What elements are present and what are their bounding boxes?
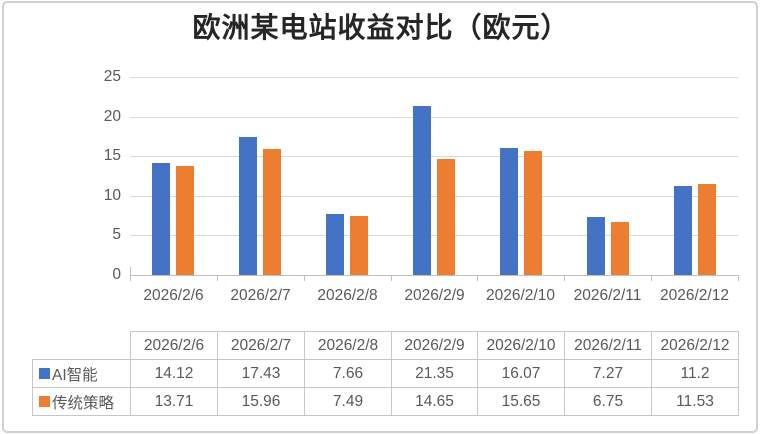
y-gridline <box>130 77 738 78</box>
table-value-cell: 11.53 <box>651 387 739 416</box>
legend-key-icon <box>39 368 50 379</box>
bar-series1 <box>152 163 170 275</box>
table-header-cell: 2026/2/9 <box>391 331 478 360</box>
x-axis-line <box>130 275 738 276</box>
table-value-cell: 21.35 <box>391 359 478 388</box>
x-axis-tick <box>477 275 478 281</box>
table-series-label: 传统策略 <box>32 387 131 416</box>
table-value-cell: 7.49 <box>304 387 392 416</box>
x-tick-label: 2026/2/12 <box>660 287 729 304</box>
x-axis-tick <box>564 275 565 281</box>
x-axis-tick <box>391 275 392 281</box>
y-tick-label: 0 <box>112 266 121 283</box>
table-value-cell: 7.66 <box>304 359 392 388</box>
bar-series2 <box>437 159 455 275</box>
table-value-cell: 6.75 <box>564 387 652 416</box>
table-value-cell: 13.71 <box>130 387 218 416</box>
x-tick-label: 2026/2/11 <box>573 287 642 304</box>
legend-key-icon <box>39 396 50 407</box>
bar-series1 <box>500 148 518 275</box>
table-value-cell: 14.65 <box>391 387 478 416</box>
x-axis-tick <box>304 275 305 281</box>
y-tick-label: 25 <box>103 68 121 85</box>
x-tick-label: 2026/2/9 <box>404 287 465 304</box>
table-header-cell: 2026/2/7 <box>217 331 305 360</box>
table-value-cell: 14.12 <box>130 359 218 388</box>
x-tick-label: 2026/2/7 <box>230 287 291 304</box>
bar-series1 <box>326 214 344 275</box>
table-header-cell: 2026/2/11 <box>564 331 652 360</box>
table-value-cell: 11.2 <box>651 359 739 388</box>
chart-title: 欧洲某电站收益对比（欧元） <box>192 13 570 44</box>
x-axis-tick <box>130 275 131 281</box>
bar-series2 <box>611 222 629 275</box>
table-value-cell: 15.65 <box>477 387 565 416</box>
bar-series1 <box>587 217 605 275</box>
y-gridline <box>130 156 738 157</box>
x-axis-tick <box>651 275 652 281</box>
series-name: AI智能 <box>52 366 98 384</box>
x-tick-label: 2026/2/10 <box>486 287 555 304</box>
y-tick-label: 10 <box>103 187 121 204</box>
y-gridline <box>130 117 738 118</box>
y-gridline <box>130 235 738 236</box>
bar-series2 <box>524 151 542 275</box>
table-value-cell: 7.27 <box>564 359 652 388</box>
y-tick-label: 20 <box>103 108 121 125</box>
y-gridline <box>130 196 738 197</box>
table-header-cell: 2026/2/6 <box>130 331 218 360</box>
x-axis-tick <box>738 275 739 281</box>
table-series-label: AI智能 <box>32 359 131 388</box>
y-axis-stub <box>130 267 131 275</box>
bar-series1 <box>413 106 431 275</box>
y-tick-label: 15 <box>103 147 121 164</box>
bar-series1 <box>674 186 692 275</box>
table-value-cell: 16.07 <box>477 359 565 388</box>
y-tick-label: 5 <box>112 226 121 243</box>
x-tick-label: 2026/2/8 <box>317 287 378 304</box>
table-value-cell: 15.96 <box>217 387 305 416</box>
x-tick-label: 2026/2/6 <box>143 287 204 304</box>
x-axis-tick <box>217 275 218 281</box>
table-header-cell: 2026/2/12 <box>651 331 739 360</box>
bar-series2 <box>176 166 194 275</box>
table-header-cell: 2026/2/10 <box>477 331 565 360</box>
bar-series1 <box>239 137 257 275</box>
series-name: 传统策略 <box>52 394 115 412</box>
table-header-cell: 2026/2/8 <box>304 331 392 360</box>
bar-series2 <box>263 149 281 275</box>
table-value-cell: 17.43 <box>217 359 305 388</box>
bar-series2 <box>350 216 368 275</box>
bar-series2 <box>698 184 716 275</box>
